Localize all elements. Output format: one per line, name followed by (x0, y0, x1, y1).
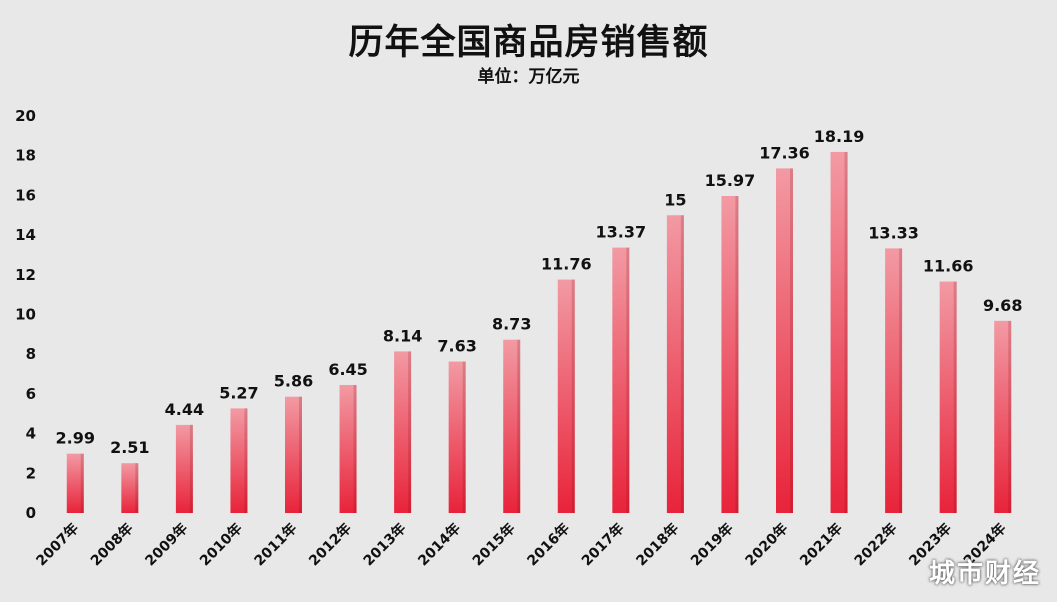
data-label: 11.76 (541, 255, 592, 274)
bars-group: 2.99 2.51 4.44 5.27 5.86 6.45 8.14 7.63 8.73 11.7… (56, 127, 1022, 514)
data-label: 11.66 (923, 257, 974, 276)
bar (557, 279, 575, 513)
bar (285, 396, 302, 513)
data-label: 13.33 (868, 223, 919, 242)
bar (121, 463, 139, 513)
bar-shade (408, 351, 412, 513)
data-label: 9.68 (983, 296, 1022, 315)
chart-subtitle: 单位：万亿元 (477, 67, 580, 87)
bar-shade (462, 361, 466, 513)
chart-title: 历年全国商品房销售额 (348, 23, 709, 63)
bar (939, 281, 957, 513)
data-label: 4.44 (165, 400, 204, 419)
x-tick-label: 2011年 (251, 520, 300, 569)
x-tick-label: 2022年 (851, 520, 900, 569)
bar-shade (299, 396, 302, 513)
bar (448, 361, 466, 513)
data-label: 15 (664, 190, 686, 209)
bar-shade (844, 151, 848, 513)
x-tick-label: 2014年 (415, 520, 464, 569)
y-tick-label: 14 (15, 226, 36, 244)
y-tick-label: 0 (26, 504, 36, 522)
x-tick-label: 2020年 (742, 520, 791, 569)
bar-shade (1008, 320, 1012, 513)
y-tick-label: 12 (15, 266, 36, 284)
data-label: 15.97 (705, 171, 756, 190)
x-tick-label: 2019年 (687, 520, 736, 569)
bar (666, 215, 684, 513)
y-tick-label: 2 (26, 464, 36, 482)
bar (885, 248, 903, 513)
x-tick-label: 2021年 (796, 520, 845, 569)
bar-shade (353, 384, 357, 513)
x-tick-label: 2013年 (360, 520, 409, 569)
y-tick-label: 10 (15, 306, 36, 324)
bar (612, 247, 630, 513)
bar (66, 453, 84, 513)
bar (830, 151, 848, 513)
x-tick-label: 2007年 (33, 520, 82, 569)
bar-shade (626, 247, 630, 513)
data-label: 13.37 (596, 223, 647, 242)
x-tick-label: 2018年 (633, 520, 682, 569)
bar-shade (571, 279, 575, 513)
x-axis: 2007年 2008年 2009年 2010年 2011年 2012年 2013年 2014年… (33, 520, 1010, 569)
y-axis: 0 2 4 6 8 10 12 14 16 18 20 (15, 107, 36, 522)
bar (339, 384, 357, 513)
data-label: 2.99 (56, 429, 95, 448)
y-tick-label: 6 (26, 385, 36, 403)
x-tick-label: 2012年 (305, 520, 354, 569)
bar-shade (790, 168, 793, 514)
bar-shade (899, 248, 903, 513)
bar (503, 339, 521, 513)
data-label: 17.36 (759, 143, 810, 162)
x-tick-label: 2009年 (142, 520, 191, 569)
y-tick-label: 18 (15, 147, 36, 165)
data-label: 6.45 (328, 360, 367, 379)
y-tick-label: 4 (26, 425, 36, 443)
watermark-text: 城市财经 (928, 559, 1041, 589)
y-tick-label: 8 (26, 345, 36, 363)
bar (394, 351, 412, 513)
data-label: 18.19 (814, 127, 865, 146)
data-label: 5.86 (274, 372, 313, 391)
x-tick-label: 2008年 (87, 520, 136, 569)
data-label: 8.73 (492, 315, 531, 334)
bar-shade (80, 453, 84, 513)
data-label: 7.63 (437, 337, 476, 356)
bar (994, 320, 1012, 513)
y-tick-label: 20 (15, 107, 36, 125)
bar-shade (735, 195, 739, 514)
bar-shade (189, 424, 193, 513)
bar-shade (244, 408, 248, 513)
bar (230, 408, 248, 513)
bar-shade (953, 281, 957, 513)
bar-shade (517, 339, 521, 513)
bar-shade (680, 215, 684, 513)
x-tick-label: 2015年 (469, 520, 518, 569)
data-label: 8.14 (383, 326, 422, 345)
bar (721, 195, 739, 514)
bar-shade (135, 463, 139, 513)
bar (175, 424, 193, 513)
y-tick-label: 16 (15, 186, 36, 204)
data-label: 2.51 (110, 438, 149, 457)
x-tick-label: 2017年 (578, 520, 627, 569)
x-tick-label: 2016年 (524, 520, 573, 569)
data-label: 5.27 (219, 383, 258, 402)
bar (776, 168, 793, 514)
x-tick-label: 2010年 (196, 520, 245, 569)
